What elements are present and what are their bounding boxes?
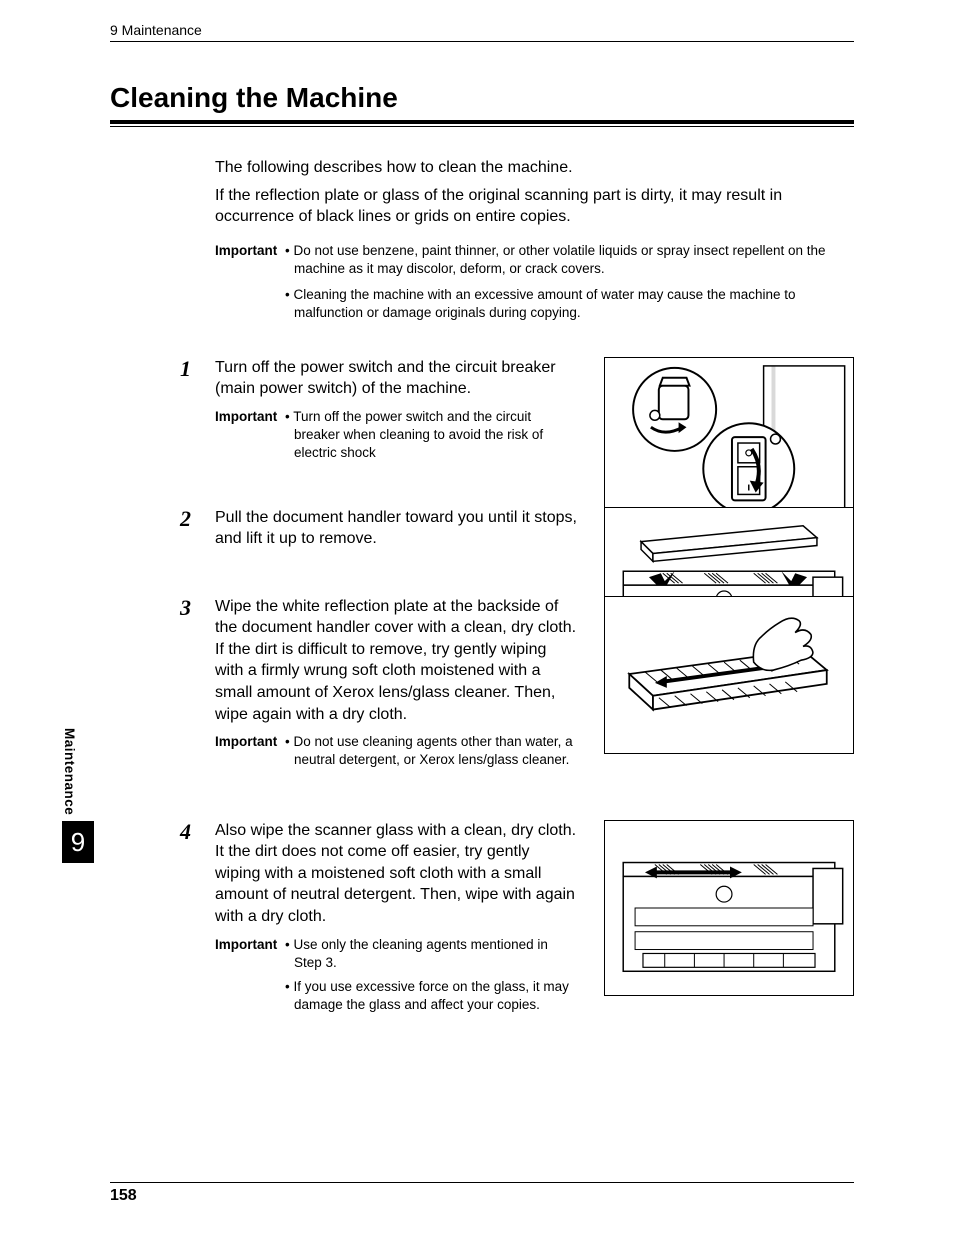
side-tab: Maintenance 9 bbox=[62, 728, 92, 863]
step: 1 Turn off the power switch and the circ… bbox=[180, 357, 854, 469]
wipe-plate-icon bbox=[605, 597, 853, 753]
important-label: Important bbox=[215, 936, 285, 1021]
important-label: Important bbox=[215, 242, 285, 331]
important-bullet: • If you use excessive force on the glas… bbox=[285, 978, 579, 1014]
step-important: Important • Turn off the power switch an… bbox=[215, 408, 579, 469]
running-head: 9 Maintenance bbox=[110, 22, 854, 42]
step-number: 3 bbox=[180, 596, 215, 776]
important-label: Important bbox=[215, 733, 285, 775]
side-tab-number: 9 bbox=[62, 821, 94, 863]
side-tab-label: Maintenance bbox=[62, 728, 77, 815]
important-label: Important bbox=[215, 408, 285, 469]
page: 9 Maintenance Cleaning the Machine The f… bbox=[0, 0, 954, 1235]
intro-p2: If the reflection plate or glass of the … bbox=[215, 185, 854, 228]
step-illustration bbox=[604, 596, 854, 754]
important-bullet: • Do not use cleaning agents other than … bbox=[285, 733, 579, 769]
intro-block: The following describes how to clean the… bbox=[215, 157, 854, 228]
step-number: 2 bbox=[180, 507, 215, 558]
step-illustration bbox=[604, 820, 854, 996]
step-body: Pull the document handler toward you unt… bbox=[215, 507, 579, 550]
step-number: 4 bbox=[180, 820, 215, 1021]
step: 2 Pull the document handler toward you u… bbox=[180, 507, 854, 558]
step-important: Important • Use only the cleaning agents… bbox=[215, 936, 579, 1021]
step-body: Wipe the white reflection plate at the b… bbox=[215, 596, 579, 726]
page-number: 158 bbox=[110, 1187, 137, 1204]
important-bullet: • Cleaning the machine with an excessive… bbox=[285, 286, 854, 322]
page-footer: 158 bbox=[110, 1182, 854, 1205]
step-important: Important • Do not use cleaning agents o… bbox=[215, 733, 579, 775]
important-bullet: • Turn off the power switch and the circ… bbox=[285, 408, 579, 463]
step: 3 Wipe the white reflection plate at the… bbox=[180, 596, 854, 776]
intro-p1: The following describes how to clean the… bbox=[215, 157, 854, 179]
important-bullet: • Do not use benzene, paint thinner, or … bbox=[285, 242, 854, 278]
step-body: Turn off the power switch and the circui… bbox=[215, 357, 579, 400]
step: 4 Also wipe the scanner glass with a cle… bbox=[180, 820, 854, 1021]
wipe-glass-icon bbox=[605, 821, 853, 995]
important-bullet: • Use only the cleaning agents mentioned… bbox=[285, 936, 579, 972]
step-body: Also wipe the scanner glass with a clean… bbox=[215, 820, 579, 928]
title-underline bbox=[110, 126, 854, 127]
step-number: 1 bbox=[180, 357, 215, 469]
page-title: Cleaning the Machine bbox=[110, 82, 854, 124]
intro-important: Important • Do not use benzene, paint th… bbox=[215, 242, 854, 331]
important-bullets: • Do not use benzene, paint thinner, or … bbox=[285, 242, 854, 331]
